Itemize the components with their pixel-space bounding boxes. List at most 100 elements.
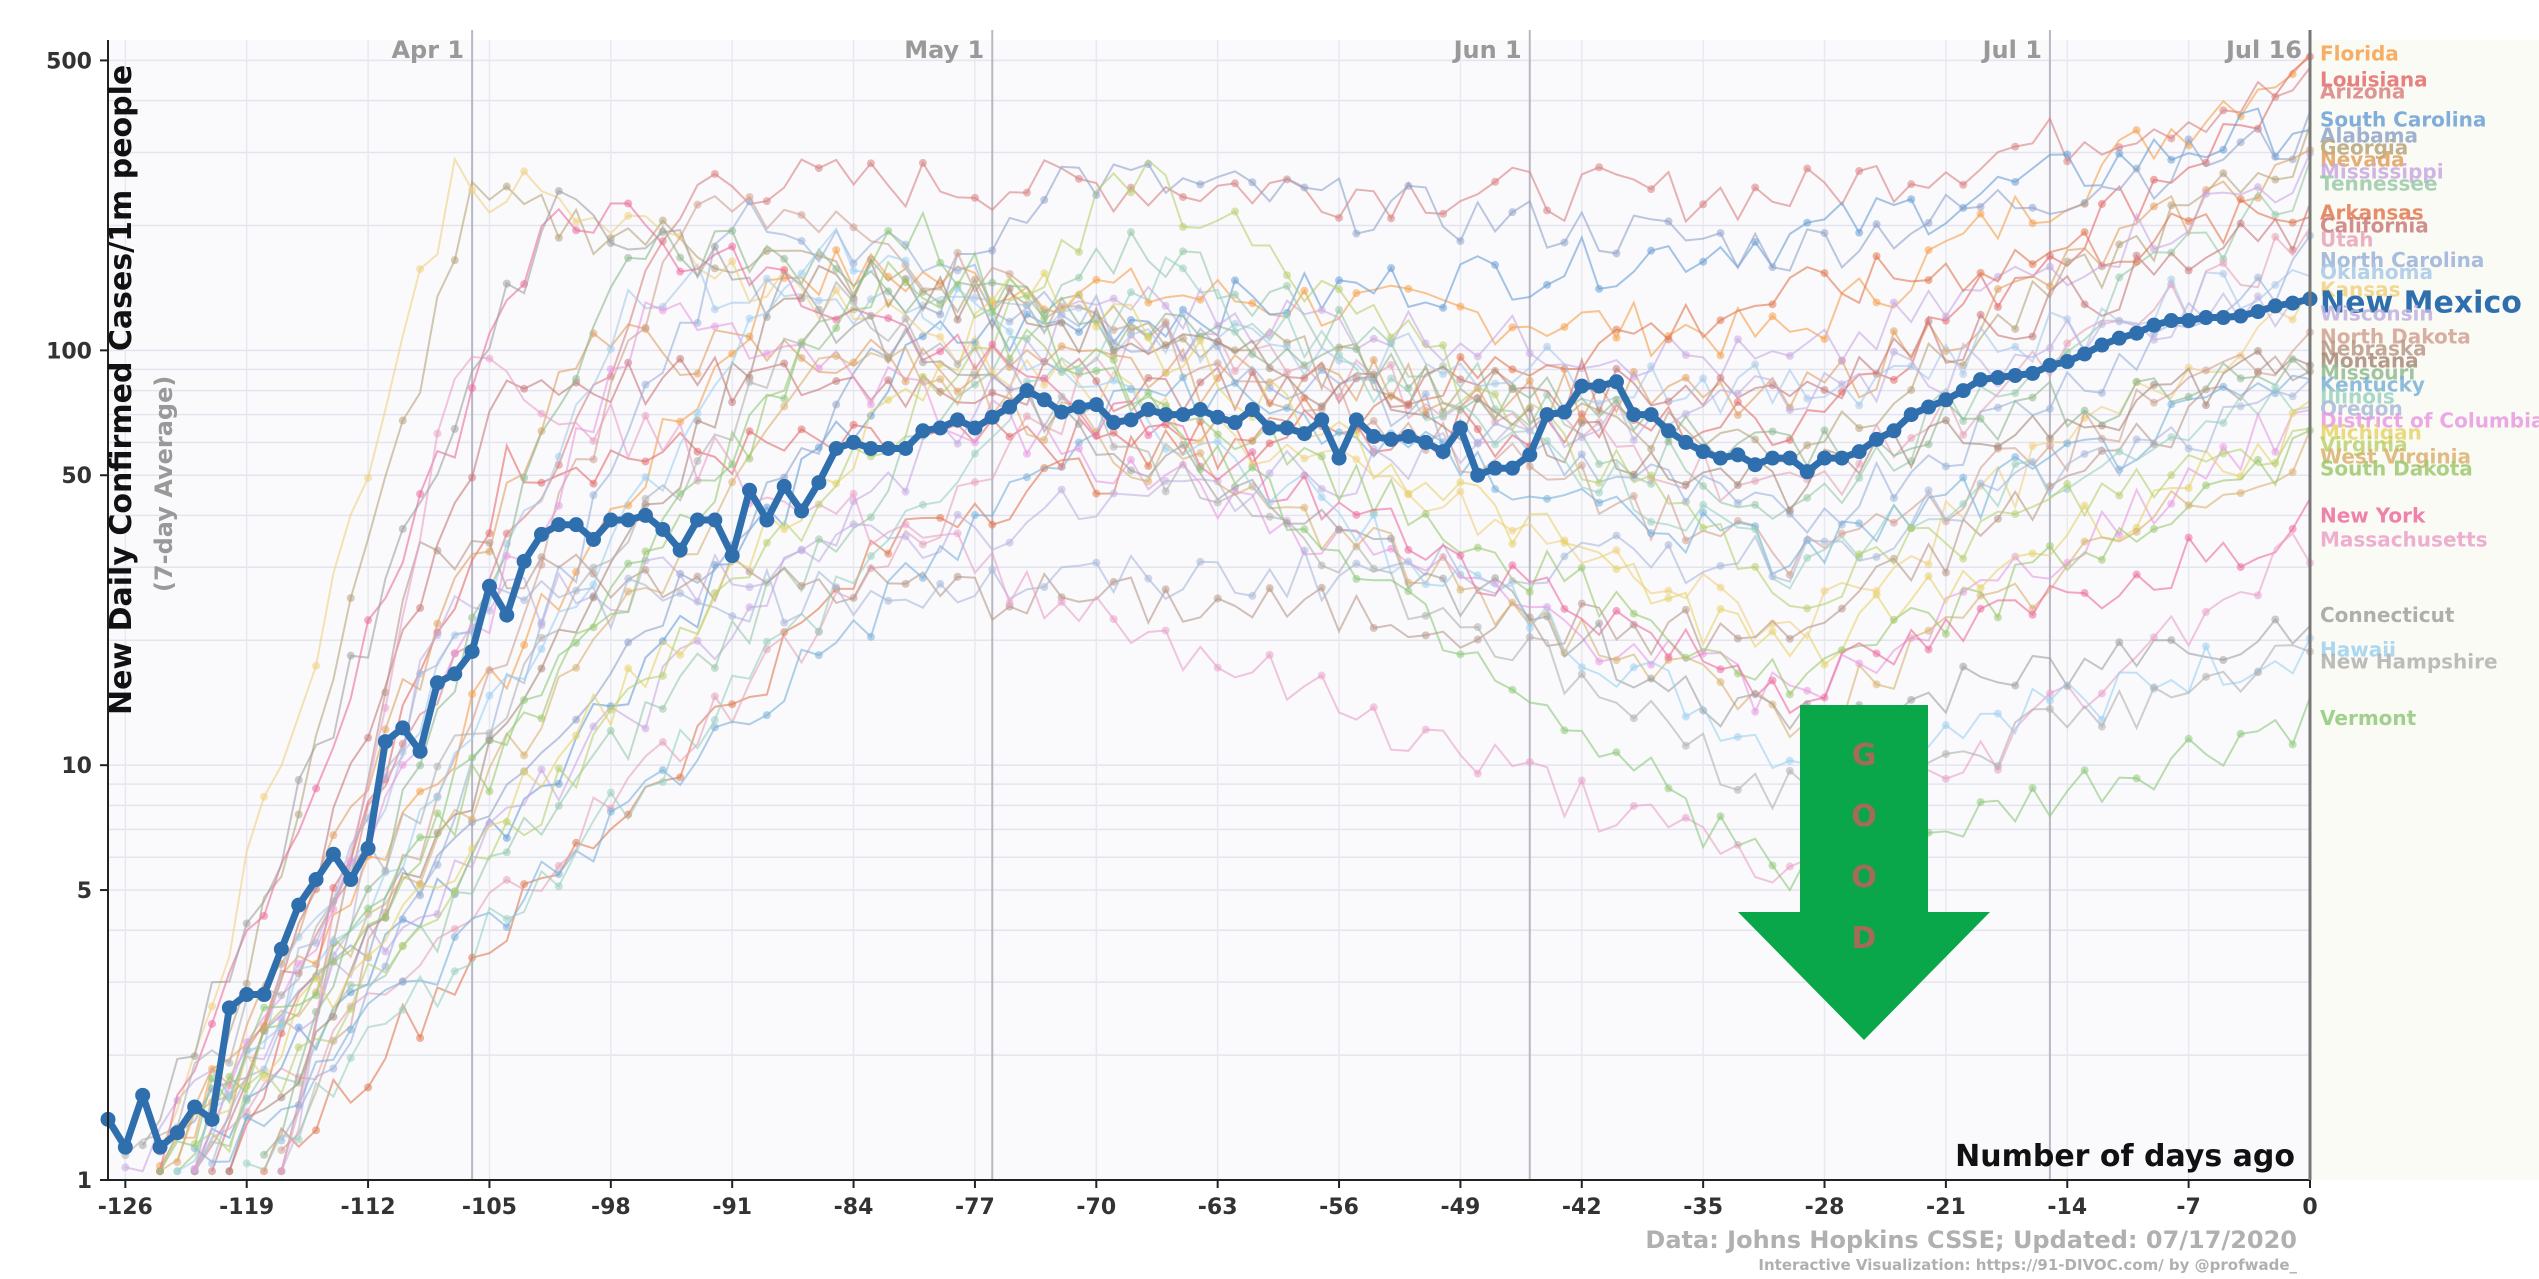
series-point [1369, 417, 1378, 426]
series-point [1595, 284, 1604, 293]
series-point [1421, 611, 1430, 620]
series-point [832, 583, 841, 592]
series-point [1681, 605, 1690, 614]
series-point [762, 274, 771, 283]
highlight-point [655, 521, 671, 537]
highlight-point [1054, 404, 1070, 420]
series-point [693, 447, 702, 456]
series-point [1560, 552, 1569, 561]
series-point [1595, 657, 1604, 666]
series-point [1300, 361, 1309, 370]
series-point [1439, 574, 1448, 583]
series-point [2115, 447, 2124, 456]
series-point [2028, 393, 2037, 402]
series-point [2028, 332, 2037, 341]
series-point [849, 593, 858, 602]
series-point [814, 627, 823, 636]
series-point [364, 1083, 373, 1092]
series-point [1803, 493, 1812, 502]
series-point [1456, 585, 1465, 594]
series-point [884, 596, 893, 605]
series-point [1040, 269, 1049, 278]
series-point [1803, 604, 1812, 613]
series-point [520, 596, 529, 605]
series-point [589, 479, 598, 488]
series-point [502, 817, 511, 826]
series-point [520, 880, 529, 889]
series-point [1941, 774, 1950, 783]
highlight-point [412, 743, 428, 759]
series-point [242, 1159, 251, 1168]
series-point [1161, 487, 1170, 496]
series-point [1213, 359, 1222, 368]
series-point [693, 572, 702, 581]
series-point [849, 223, 858, 232]
series-point [589, 455, 598, 464]
series-point [1785, 862, 1794, 871]
series-point [918, 573, 927, 582]
highlight-point [637, 507, 653, 523]
series-point [1508, 577, 1517, 586]
highlight-point [1660, 423, 1676, 439]
series-point [2132, 570, 2141, 579]
series-point [2219, 449, 2228, 458]
x-tick-label: -70 [1076, 1195, 1116, 1220]
series-point [658, 216, 667, 225]
series-point [1785, 766, 1794, 775]
series-point [1092, 558, 1101, 567]
series-point [1647, 517, 1656, 526]
series-point [624, 211, 633, 220]
series-point [1872, 680, 1881, 689]
series-point [1231, 207, 1240, 216]
state-label: Louisiana [2320, 67, 2428, 91]
series-point [1265, 469, 1274, 478]
state-label: Wisconsin [2320, 302, 2434, 326]
series-point [1681, 741, 1690, 750]
highlight-point [1435, 444, 1451, 460]
series-point [554, 452, 563, 461]
series-point [190, 1052, 199, 1061]
series-point [1837, 529, 1846, 538]
highlight-point [2267, 298, 2283, 314]
series-point [2097, 555, 2106, 564]
series-point [658, 766, 667, 775]
series-point [1595, 460, 1604, 469]
series-point [416, 833, 425, 842]
highlight-point [1210, 409, 1226, 425]
highlight-point [221, 1000, 237, 1016]
series-point [1456, 302, 1465, 311]
highlight-point [2077, 346, 2093, 362]
series-point [745, 427, 754, 436]
series-point [1855, 167, 1864, 176]
series-point [329, 1064, 338, 1073]
series-point [1560, 322, 1569, 331]
series-point [1647, 529, 1656, 538]
highlight-point [533, 526, 549, 542]
series-point [1508, 208, 1517, 217]
series-point [1352, 455, 1361, 464]
series-point [2045, 404, 2054, 413]
visualization-credit: Interactive Visualization: https://91-DI… [1758, 1256, 2297, 1274]
series-point [1005, 599, 1014, 608]
series-point [1369, 510, 1378, 519]
series-point [554, 779, 563, 788]
series-point [1317, 561, 1326, 570]
y-axis-title: New Daily Confirmed Cases/1m people [104, 65, 139, 715]
series-point [2080, 501, 2089, 510]
state-label: North Carolina [2320, 248, 2484, 272]
series-point [572, 663, 581, 672]
series-point [589, 580, 598, 589]
series-point [1161, 585, 1170, 594]
series-point [1508, 365, 1517, 374]
series-point [381, 866, 390, 875]
series-point [1126, 315, 1135, 324]
series-point [381, 947, 390, 956]
date-marker-label: Jun 1 [1452, 36, 1522, 64]
series-point [2028, 549, 2037, 558]
annotation-letter: O [1851, 799, 1877, 834]
series-point [485, 538, 494, 547]
series-point [901, 532, 910, 541]
highlight-point [2285, 295, 2301, 311]
series-point [1439, 370, 1448, 379]
